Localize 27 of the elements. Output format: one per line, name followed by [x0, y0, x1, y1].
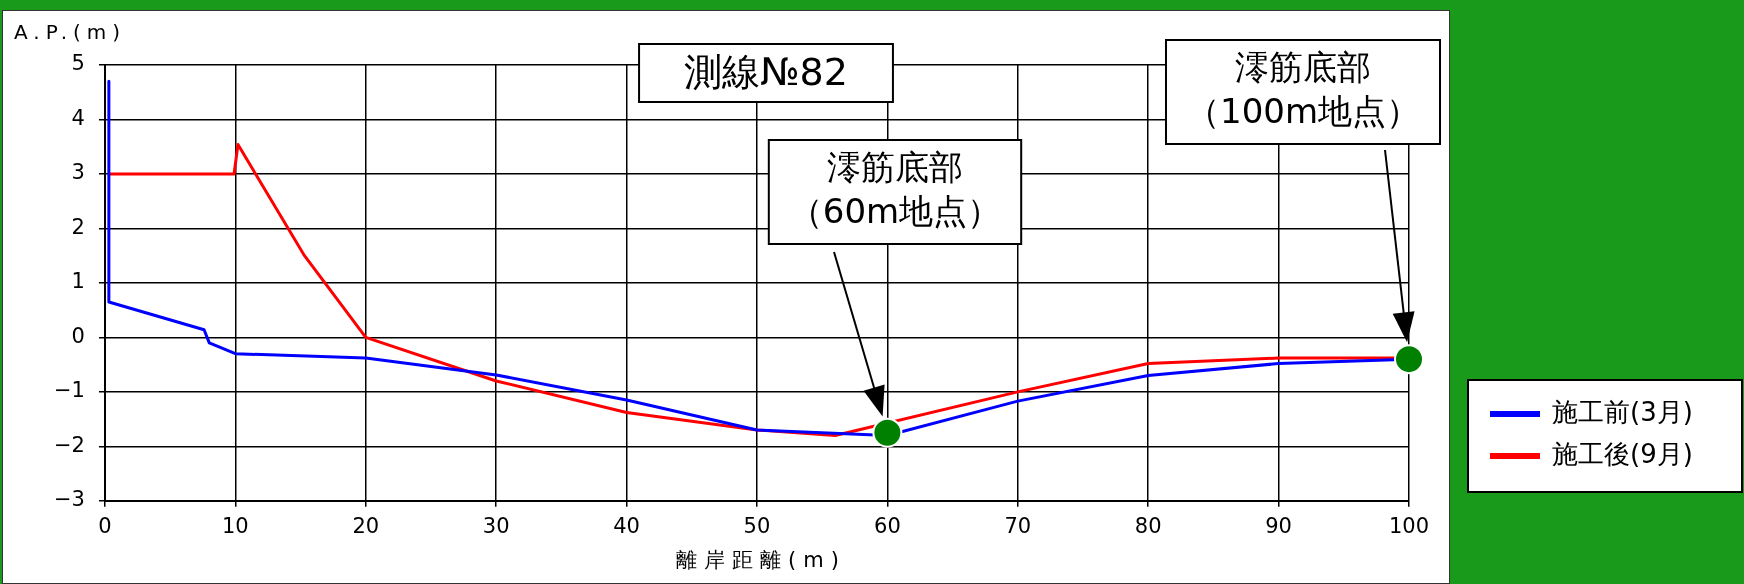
y-tick-label: 5 [71, 51, 85, 76]
x-axis-title: 離岸距離(m) [676, 548, 846, 573]
y-tick-label: 1 [71, 269, 85, 294]
x-tick-label: 90 [1265, 513, 1292, 538]
x-tick-label: 30 [482, 513, 510, 538]
x-tick-label: 60 [874, 513, 901, 538]
y-tick-label: 2 [71, 214, 85, 239]
x-tick-label: 100 [1388, 513, 1430, 538]
y-tick-label: 3 [71, 160, 85, 185]
y-tick-label: −1 [53, 378, 85, 403]
annotation: 澪筋底部（60m地点） [788, 146, 1002, 231]
y-tick-label: −3 [53, 487, 85, 512]
annotation: 澪筋底部（100m地点） [1185, 46, 1421, 131]
y-tick-label: −2 [53, 432, 85, 457]
x-tick-label: 0 [98, 513, 112, 538]
x-tick-label: 80 [1134, 513, 1162, 538]
legend-label: 施工前(3月) [1552, 396, 1693, 427]
y-axis-title: A.P.(m) [14, 20, 127, 45]
chart-title: 測線№82 [684, 49, 848, 94]
x-tick-label: 70 [1004, 513, 1032, 538]
y-tick-label: 4 [71, 105, 85, 130]
x-tick-label: 20 [352, 513, 380, 538]
y-tick-label: 0 [71, 323, 85, 348]
x-tick-label: 40 [613, 513, 640, 538]
x-tick-label: 10 [221, 513, 249, 538]
x-tick-label: 50 [743, 513, 771, 538]
legend-label: 施工後(9月) [1552, 438, 1693, 469]
